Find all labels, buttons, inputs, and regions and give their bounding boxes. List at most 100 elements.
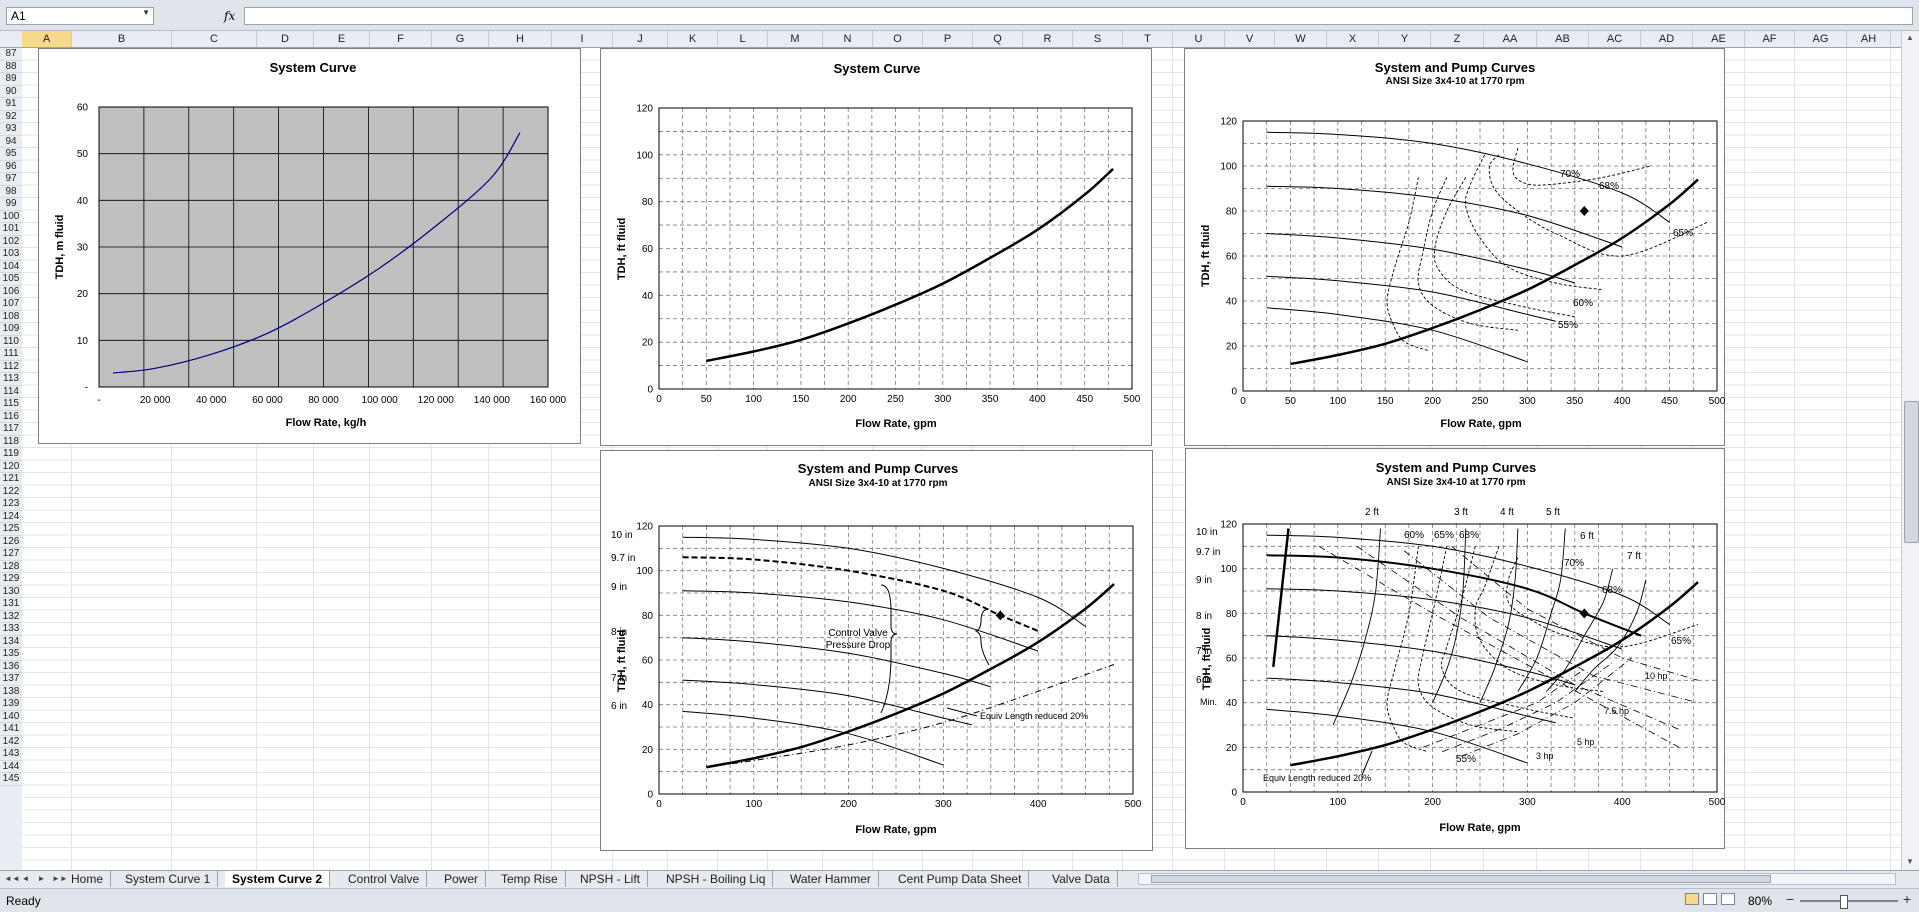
column-header-g[interactable]: G (432, 31, 489, 47)
zoom-in-icon[interactable]: + (1903, 891, 1912, 907)
chart-control-valve-curves[interactable]: System and Pump Curves ANSI Size 3x4-10 … (600, 450, 1153, 851)
chart-system-curve-gpm[interactable]: System Curve 0 50 100 150 200 250 300 350 400 450… (600, 48, 1152, 446)
column-header-q[interactable]: Q (973, 31, 1023, 47)
column-header-u[interactable]: U (1173, 31, 1225, 47)
horizontal-scrollbar[interactable] (1138, 873, 1896, 885)
chevron-down-icon[interactable]: ▼ (142, 8, 150, 17)
row-header-140[interactable]: 140 (0, 711, 22, 723)
column-header-v[interactable]: V (1225, 31, 1275, 47)
row-header-94[interactable]: 94 (0, 136, 22, 148)
row-header-132[interactable]: 132 (0, 611, 22, 623)
row-header-134[interactable]: 134 (0, 636, 22, 648)
row-header-91[interactable]: 91 (0, 98, 22, 111)
page-break-view-icon[interactable] (1721, 893, 1735, 905)
row-header-135[interactable]: 135 (0, 648, 22, 661)
horizontal-scroll-thumb[interactable] (1151, 875, 1771, 883)
vertical-scroll-thumb[interactable] (1904, 401, 1919, 543)
row-header-104[interactable]: 104 (0, 261, 22, 273)
column-header-z[interactable]: Z (1431, 31, 1484, 47)
row-header-97[interactable]: 97 (0, 173, 22, 186)
normal-view-icon[interactable] (1685, 893, 1699, 905)
row-header-144[interactable]: 144 (0, 761, 22, 773)
column-header-j[interactable]: J (613, 31, 668, 47)
row-header-116[interactable]: 116 (0, 411, 22, 423)
row-header-141[interactable]: 141 (0, 723, 22, 736)
row-header-101[interactable]: 101 (0, 223, 22, 236)
column-header-x[interactable]: X (1327, 31, 1379, 47)
sheet-tab-npsh-boiling[interactable]: NPSH - Boiling Liq (659, 871, 774, 887)
column-header-d[interactable]: D (257, 31, 314, 47)
row-header-129[interactable]: 129 (0, 573, 22, 586)
column-header-y[interactable]: Y (1379, 31, 1431, 47)
column-header-ah[interactable]: AH (1847, 31, 1891, 47)
first-sheet-icon[interactable]: ◄◄ (4, 874, 20, 883)
column-header-f[interactable]: F (370, 31, 432, 47)
sheet-tab-cent-pump[interactable]: Cent Pump Data Sheet (891, 871, 1030, 887)
column-header-k[interactable]: K (668, 31, 718, 47)
sheet-tab-home[interactable]: Home (64, 871, 112, 887)
row-header-100[interactable]: 100 (0, 211, 22, 223)
sheet-tab-power[interactable]: Power (437, 871, 487, 887)
row-header-122[interactable]: 122 (0, 486, 22, 498)
row-header-131[interactable]: 131 (0, 598, 22, 611)
row-header-102[interactable]: 102 (0, 236, 22, 248)
row-header-143[interactable]: 143 (0, 748, 22, 761)
row-header-137[interactable]: 137 (0, 673, 22, 686)
column-header-i[interactable]: I (552, 31, 613, 47)
row-header-112[interactable]: 112 (0, 361, 22, 373)
row-header-120[interactable]: 120 (0, 461, 22, 473)
row-header-110[interactable]: 110 (0, 336, 22, 348)
row-header-96[interactable]: 96 (0, 161, 22, 173)
row-header-88[interactable]: 88 (0, 61, 22, 73)
row-header-114[interactable]: 114 (0, 386, 22, 398)
column-header-aa[interactable]: AA (1484, 31, 1537, 47)
column-header-b[interactable]: B (72, 31, 172, 47)
row-header-130[interactable]: 130 (0, 586, 22, 598)
zoom-level[interactable]: 80% (1748, 894, 1773, 908)
row-header-118[interactable]: 118 (0, 436, 22, 448)
row-header-123[interactable]: 123 (0, 498, 22, 511)
column-header-l[interactable]: L (718, 31, 768, 47)
sheet-tab-system-curve-2[interactable]: System Curve 2 (225, 871, 331, 887)
column-header-ad[interactable]: AD (1641, 31, 1693, 47)
zoom-slider[interactable] (1800, 895, 1898, 909)
row-header-133[interactable]: 133 (0, 623, 22, 636)
column-header-af[interactable]: AF (1745, 31, 1795, 47)
row-header-139[interactable]: 139 (0, 698, 22, 711)
column-header-n[interactable]: N (823, 31, 873, 47)
row-header-142[interactable]: 142 (0, 736, 22, 748)
row-header-145[interactable]: 145 (0, 773, 22, 786)
sheet-tab-valve-data[interactable]: Valve Data (1045, 871, 1118, 887)
chart-system-pump-efficiency[interactable]: System and Pump Curves ANSI Size 3x4-10 … (1184, 48, 1726, 446)
column-header-ab[interactable]: AB (1537, 31, 1589, 47)
row-header-127[interactable]: 127 (0, 548, 22, 561)
row-header-109[interactable]: 109 (0, 323, 22, 336)
column-header-ae[interactable]: AE (1693, 31, 1745, 47)
column-header-t[interactable]: T (1123, 31, 1173, 47)
column-header-w[interactable]: W (1275, 31, 1327, 47)
zoom-slider-knob[interactable] (1840, 895, 1848, 909)
scroll-down-icon[interactable]: ▼ (1906, 857, 1914, 866)
row-header-95[interactable]: 95 (0, 148, 22, 161)
row-header-90[interactable]: 90 (0, 86, 22, 98)
row-header-126[interactable]: 126 (0, 536, 22, 548)
row-header-107[interactable]: 107 (0, 298, 22, 311)
column-header-s[interactable]: S (1073, 31, 1123, 47)
row-header-115[interactable]: 115 (0, 398, 22, 411)
row-header-136[interactable]: 136 (0, 661, 22, 673)
name-box[interactable]: A1 ▼ (6, 7, 154, 25)
column-header-m[interactable]: M (768, 31, 823, 47)
sheet-tab-system-curve-1[interactable]: System Curve 1 (118, 871, 219, 887)
sheet-tab-control-valve[interactable]: Control Valve (341, 871, 428, 887)
row-header-128[interactable]: 128 (0, 561, 22, 573)
zoom-out-icon[interactable]: − (1786, 891, 1795, 907)
chart-system-curve-kgh[interactable]: System Curve - 20 000 40 000 60 000 80 000 10… (38, 48, 581, 444)
row-header-92[interactable]: 92 (0, 111, 22, 123)
column-header-p[interactable]: P (923, 31, 973, 47)
column-header-ac[interactable]: AC (1589, 31, 1641, 47)
row-header-121[interactable]: 121 (0, 473, 22, 486)
sheet-tab-water-hammer[interactable]: Water Hammer (783, 871, 879, 887)
row-header-111[interactable]: 111 (0, 348, 22, 361)
row-header-87[interactable]: 87 (0, 48, 22, 61)
row-header-124[interactable]: 124 (0, 511, 22, 523)
